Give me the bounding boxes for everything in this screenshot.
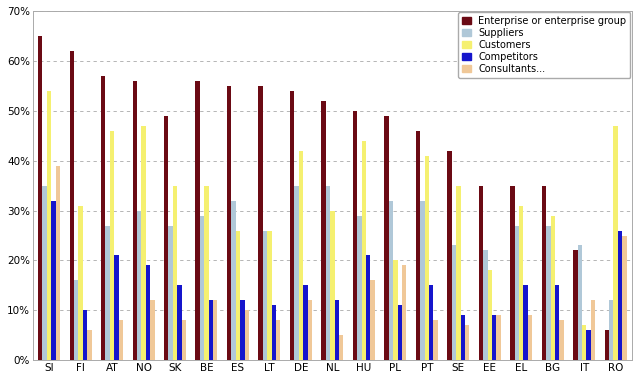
Bar (245, 310, 249, 360)
Bar (613, 126, 618, 360)
Bar (298, 151, 303, 360)
Bar (402, 266, 406, 360)
Bar (213, 301, 217, 360)
Bar (609, 301, 613, 360)
Bar (295, 185, 298, 360)
Bar (523, 285, 528, 360)
Bar (110, 131, 114, 360)
Bar (307, 301, 312, 360)
Bar (425, 156, 429, 360)
Bar (465, 325, 469, 360)
Bar (119, 320, 123, 360)
Bar (339, 335, 343, 360)
Bar (622, 236, 627, 360)
Bar (150, 301, 155, 360)
Bar (510, 185, 514, 360)
Bar (267, 231, 272, 360)
Bar (389, 201, 393, 360)
Bar (582, 325, 587, 360)
Bar (546, 226, 551, 360)
Bar (290, 91, 295, 360)
Bar (87, 330, 91, 360)
Bar (137, 211, 141, 360)
Bar (330, 211, 335, 360)
Bar (559, 320, 564, 360)
Bar (132, 81, 137, 360)
Bar (357, 215, 362, 360)
Bar (276, 320, 281, 360)
Bar (204, 185, 209, 360)
Bar (366, 255, 371, 360)
Bar (420, 201, 425, 360)
Bar (169, 226, 173, 360)
Bar (618, 231, 622, 360)
Bar (456, 185, 461, 360)
Bar (114, 255, 119, 360)
Bar (335, 301, 339, 360)
Bar (70, 51, 74, 360)
Bar (371, 280, 375, 360)
Bar (573, 250, 578, 360)
Bar (393, 260, 397, 360)
Bar (258, 86, 263, 360)
Bar (47, 91, 51, 360)
Bar (416, 131, 420, 360)
Bar (591, 301, 595, 360)
Bar (231, 201, 236, 360)
Bar (263, 231, 267, 360)
Bar (173, 185, 177, 360)
Bar (74, 280, 79, 360)
Bar (452, 245, 456, 360)
Bar (79, 206, 83, 360)
Bar (528, 315, 532, 360)
Bar (433, 320, 438, 360)
Bar (56, 166, 60, 360)
Bar (587, 330, 591, 360)
Bar (519, 206, 523, 360)
Bar (236, 231, 240, 360)
Bar (196, 81, 200, 360)
Bar (353, 111, 357, 360)
Bar (483, 250, 488, 360)
Bar (240, 301, 245, 360)
Bar (105, 226, 110, 360)
Bar (604, 330, 609, 360)
Bar (555, 285, 559, 360)
Bar (83, 310, 87, 360)
Bar (146, 266, 150, 360)
Bar (497, 315, 501, 360)
Bar (101, 76, 105, 360)
Bar (492, 315, 497, 360)
Bar (447, 151, 452, 360)
Bar (461, 315, 465, 360)
Bar (514, 226, 519, 360)
Bar (397, 306, 402, 360)
Bar (542, 185, 546, 360)
Bar (141, 126, 146, 360)
Bar (200, 215, 204, 360)
Bar (362, 141, 366, 360)
Bar (578, 245, 582, 360)
Bar (164, 116, 169, 360)
Bar (488, 271, 492, 360)
Bar (51, 201, 56, 360)
Bar (38, 36, 42, 360)
Bar (321, 101, 326, 360)
Bar (551, 215, 555, 360)
Bar (384, 116, 389, 360)
Bar (177, 285, 181, 360)
Legend: Enterprise or enterprise group, Suppliers, Customers, Competitors, Consultants..: Enterprise or enterprise group, Supplier… (458, 12, 631, 78)
Bar (227, 86, 231, 360)
Bar (209, 301, 213, 360)
Bar (479, 185, 483, 360)
Bar (272, 306, 276, 360)
Bar (42, 185, 47, 360)
Bar (303, 285, 307, 360)
Bar (181, 320, 186, 360)
Bar (326, 185, 330, 360)
Bar (429, 285, 433, 360)
